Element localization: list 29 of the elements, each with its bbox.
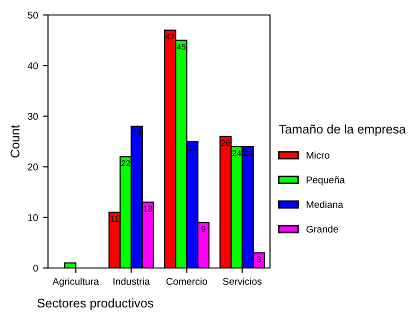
x-tick-label: Agricultura	[52, 278, 99, 287]
x-tick-label: Servicios	[222, 278, 262, 285]
data-label: 24	[232, 150, 242, 156]
data-label: 24	[244, 150, 252, 156]
data-label: 25	[188, 145, 197, 151]
data-label: 3	[256, 256, 261, 262]
x-axis-title: Sectores productivos	[37, 298, 154, 310]
y-tick-label: 40	[28, 62, 38, 70]
legend-label: Micro	[306, 152, 330, 159]
y-axis-title: Count	[10, 124, 20, 158]
data-label: 11	[110, 216, 119, 222]
data-label: 28	[132, 130, 142, 136]
legend-label: Mediana	[306, 200, 344, 208]
data-label: 22	[121, 160, 130, 166]
data-label: 26	[221, 140, 230, 146]
y-tick-label: 20	[28, 164, 38, 170]
data-label: 47	[166, 34, 174, 40]
data-label: 45	[176, 44, 186, 50]
x-tick-label: Industria	[114, 278, 150, 285]
legend-title: Tamaño de la empresa	[279, 124, 406, 136]
legend-label: Grande	[306, 225, 338, 233]
legend-label: Pequeña	[306, 176, 345, 186]
y-tick-label: 10	[28, 214, 38, 222]
y-tick-label: 30	[28, 112, 38, 120]
y-tick-label: 0	[33, 264, 38, 272]
x-tick-label: Comercio	[166, 278, 208, 285]
y-tick-label: 50	[28, 12, 38, 19]
data-label: 9	[201, 226, 206, 232]
data-label: 13	[144, 206, 152, 212]
